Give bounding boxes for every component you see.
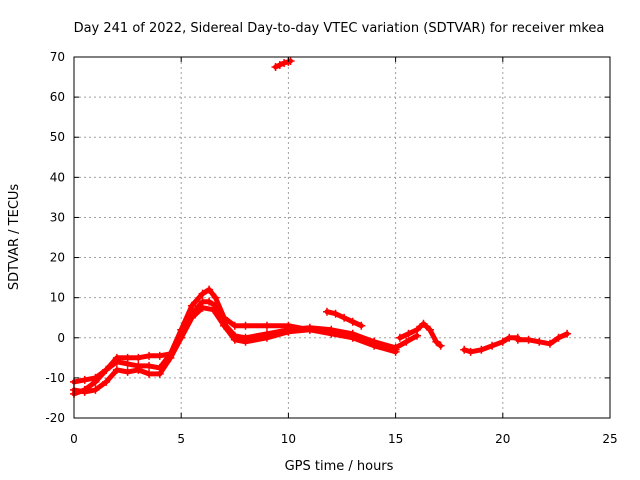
x-axis-label: GPS time / hours xyxy=(285,459,394,474)
data-point xyxy=(563,329,572,338)
data-point xyxy=(241,337,250,346)
data-point xyxy=(187,313,196,322)
data-point xyxy=(230,321,239,330)
data-point xyxy=(134,353,143,362)
data-point xyxy=(404,329,413,338)
data-point xyxy=(370,341,379,350)
data-series xyxy=(70,57,572,398)
data-point xyxy=(305,325,314,334)
y-tick-label: -10 xyxy=(45,371,65,385)
data-point xyxy=(348,317,357,326)
y-tick-label: -20 xyxy=(45,411,65,425)
y-tick-label: 10 xyxy=(50,291,65,305)
data-point xyxy=(395,333,404,342)
data-point xyxy=(145,369,154,378)
data-point xyxy=(275,61,284,70)
data-point xyxy=(211,293,220,302)
data-point xyxy=(80,375,89,384)
data-point xyxy=(198,289,207,298)
data-point xyxy=(419,319,428,328)
data-point xyxy=(271,63,280,72)
data-point xyxy=(331,309,340,318)
y-tick-label: 30 xyxy=(50,210,65,224)
y-tick-label: 50 xyxy=(50,130,65,144)
x-tick-label: 5 xyxy=(177,432,185,446)
data-point xyxy=(198,303,207,312)
data-point xyxy=(187,301,196,310)
data-point xyxy=(466,347,475,356)
data-point xyxy=(432,337,441,346)
data-point xyxy=(436,341,445,350)
data-point xyxy=(402,337,411,346)
data-point xyxy=(284,327,293,336)
y-axis-label: SDTVAR / TECUs xyxy=(7,184,22,291)
data-point xyxy=(80,387,89,396)
y-tick-label: 40 xyxy=(50,170,65,184)
data-point xyxy=(488,341,497,350)
data-point xyxy=(205,285,214,294)
data-point xyxy=(477,345,486,354)
y-tick-label: 20 xyxy=(50,251,65,265)
data-point xyxy=(262,333,271,342)
data-point xyxy=(262,321,271,330)
data-point xyxy=(498,337,507,346)
x-tick-label: 10 xyxy=(281,432,296,446)
series-sat-h xyxy=(513,329,572,348)
x-tick-label: 0 xyxy=(70,432,78,446)
data-point xyxy=(554,333,563,342)
data-point xyxy=(505,333,514,342)
data-point xyxy=(327,329,336,338)
data-point xyxy=(230,335,239,344)
x-tick-label: 20 xyxy=(495,432,510,446)
data-point xyxy=(340,313,349,322)
data-point xyxy=(286,57,295,66)
data-point xyxy=(322,307,331,316)
series-sat-e xyxy=(322,307,366,330)
y-tick-label: 60 xyxy=(50,90,65,104)
data-point xyxy=(112,365,121,374)
data-point xyxy=(205,297,214,306)
data-point xyxy=(535,337,544,346)
data-point xyxy=(513,335,522,344)
data-point xyxy=(425,325,434,334)
data-point xyxy=(391,347,400,356)
data-point xyxy=(280,59,289,68)
data-point xyxy=(123,359,132,368)
data-point xyxy=(177,333,186,342)
data-point xyxy=(220,321,229,330)
data-point xyxy=(102,365,111,374)
data-point xyxy=(102,377,111,386)
data-point xyxy=(241,321,250,330)
data-point xyxy=(209,305,218,314)
data-point xyxy=(545,339,554,348)
x-tick-label: 15 xyxy=(388,432,403,446)
series-sat-c xyxy=(70,303,400,396)
plot-frame xyxy=(73,56,611,419)
data-point xyxy=(166,353,175,362)
axis-ticks: 0 5 10 15 20 25 -20 -10 0 10 20 30 40 50 60 70 xyxy=(45,50,617,446)
data-point xyxy=(91,373,100,382)
data-point xyxy=(524,335,533,344)
data-point xyxy=(155,351,164,360)
data-point xyxy=(112,357,121,366)
x-tick-label: 25 xyxy=(602,432,617,446)
data-point xyxy=(134,365,143,374)
data-point xyxy=(155,369,164,378)
y-tick-label: 70 xyxy=(50,50,65,64)
data-point xyxy=(145,351,154,360)
data-point xyxy=(460,345,469,354)
data-point xyxy=(413,325,422,334)
data-point xyxy=(145,361,154,370)
y-tick-label: 0 xyxy=(57,331,65,345)
chart-title: Day 241 of 2022, Sidereal Day-to-day VTE… xyxy=(74,21,605,36)
data-point xyxy=(348,333,357,342)
data-point xyxy=(91,385,100,394)
series-sat-f xyxy=(395,319,445,350)
data-point xyxy=(123,367,132,376)
data-point xyxy=(357,321,366,330)
